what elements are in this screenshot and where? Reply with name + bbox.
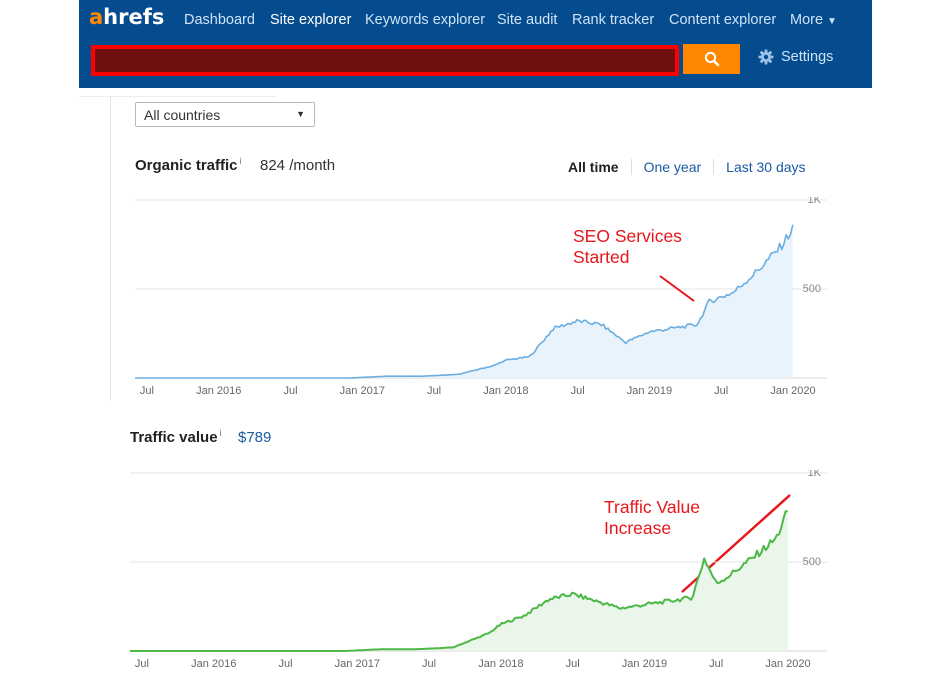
settings-label: Settings bbox=[781, 49, 834, 65]
series-area bbox=[135, 224, 793, 378]
x-tick-label: Jan 2018 bbox=[478, 658, 523, 670]
nav-keywords-explorer[interactable]: Keywords explorer bbox=[365, 12, 486, 28]
divider bbox=[79, 96, 276, 97]
x-tick-label: Jul bbox=[422, 658, 436, 670]
series-line[interactable] bbox=[135, 224, 794, 379]
y-tick-label: 500 bbox=[803, 283, 821, 295]
country-select-value: All countries bbox=[144, 107, 221, 123]
organic-traffic-value: 824 /month bbox=[260, 157, 336, 174]
nav-site-audit[interactable]: Site audit bbox=[497, 12, 558, 28]
settings-link[interactable]: Settings bbox=[758, 49, 833, 65]
info-icon[interactable]: i bbox=[239, 156, 242, 166]
traffic-value-chart[interactable]: 500 1K Jul Jan 2016 Jul Jan 2017 Jul Jan 2018 Ju… bbox=[130, 470, 835, 675]
divider bbox=[110, 96, 111, 401]
x-tick-label: Jul bbox=[571, 385, 585, 397]
x-tick-label: Jan 2018 bbox=[483, 385, 528, 397]
x-tick-label: Jan 2019 bbox=[622, 658, 667, 670]
x-tick-label: Jan 2016 bbox=[196, 385, 241, 397]
divider bbox=[713, 159, 715, 175]
range-all-time[interactable]: All time bbox=[568, 159, 619, 175]
caret-down-icon: ▼ bbox=[296, 109, 305, 119]
x-tick-label: Jan 2019 bbox=[627, 385, 672, 397]
caret-down-icon: ▼ bbox=[827, 16, 837, 27]
search-button[interactable] bbox=[683, 44, 740, 74]
divider bbox=[630, 159, 632, 175]
x-tick-label: Jul bbox=[278, 658, 292, 670]
nav-more[interactable]: More ▼ bbox=[790, 12, 837, 28]
organic-traffic-title: Organic traffic i bbox=[135, 156, 242, 174]
value-annotation: Traffic Value Increase bbox=[604, 497, 700, 538]
info-icon[interactable]: i bbox=[219, 428, 222, 438]
y-tick-label: 500 bbox=[803, 556, 821, 568]
x-tick-label: Jan 2016 bbox=[191, 658, 236, 670]
x-tick-label: Jul bbox=[427, 385, 441, 397]
range-last-30-days[interactable]: Last 30 days bbox=[726, 159, 806, 175]
range-one-year[interactable]: One year bbox=[643, 159, 702, 175]
x-tick-label: Jul bbox=[714, 385, 728, 397]
series-line[interactable] bbox=[130, 510, 788, 652]
target-url-input[interactable] bbox=[91, 45, 679, 76]
x-tick-label: Jul bbox=[140, 385, 154, 397]
organic-traffic-chart[interactable]: 500 1K Jul Jan 2016 Jul Jan 2017 Jul Jan 2018 Ju… bbox=[135, 197, 835, 402]
x-tick-label: Jul bbox=[566, 658, 580, 670]
x-tick-label: Jan 2017 bbox=[335, 658, 380, 670]
x-tick-label: Jul bbox=[135, 658, 149, 670]
ahrefs-logo[interactable]: ahrefs bbox=[89, 5, 165, 29]
nav-more-label: More bbox=[790, 12, 824, 28]
traffic-value-label: Traffic value bbox=[130, 429, 218, 446]
search-icon bbox=[704, 51, 719, 67]
x-tick-label: Jan 2017 bbox=[340, 385, 385, 397]
x-tick-label: Jan 2020 bbox=[765, 658, 810, 670]
series-area bbox=[130, 511, 788, 651]
x-tick-label: Jul bbox=[283, 385, 297, 397]
organic-traffic-label: Organic traffic bbox=[135, 157, 238, 174]
date-range-tabs: All time One year Last 30 days bbox=[568, 159, 806, 175]
country-select[interactable]: All countries ▼ bbox=[135, 102, 315, 127]
traffic-value-amount: $789 bbox=[238, 429, 272, 446]
nav-rank-tracker[interactable]: Rank tracker bbox=[572, 12, 655, 28]
x-tick-label: Jul bbox=[709, 658, 723, 670]
y-tick-label: 1K bbox=[808, 470, 822, 479]
gear-icon bbox=[758, 49, 774, 65]
y-tick-label: 1K bbox=[808, 197, 822, 206]
traffic-value-title: Traffic value i bbox=[130, 428, 222, 446]
seo-annotation: SEO Services Started bbox=[573, 226, 682, 267]
nav-site-explorer[interactable]: Site explorer bbox=[270, 12, 352, 28]
x-tick-label: Jan 2020 bbox=[770, 385, 815, 397]
nav-dashboard[interactable]: Dashboard bbox=[184, 12, 255, 28]
nav-content-explorer[interactable]: Content explorer bbox=[669, 12, 777, 28]
top-navbar: ahrefs Dashboard Site explorer Keywords … bbox=[79, 0, 872, 88]
